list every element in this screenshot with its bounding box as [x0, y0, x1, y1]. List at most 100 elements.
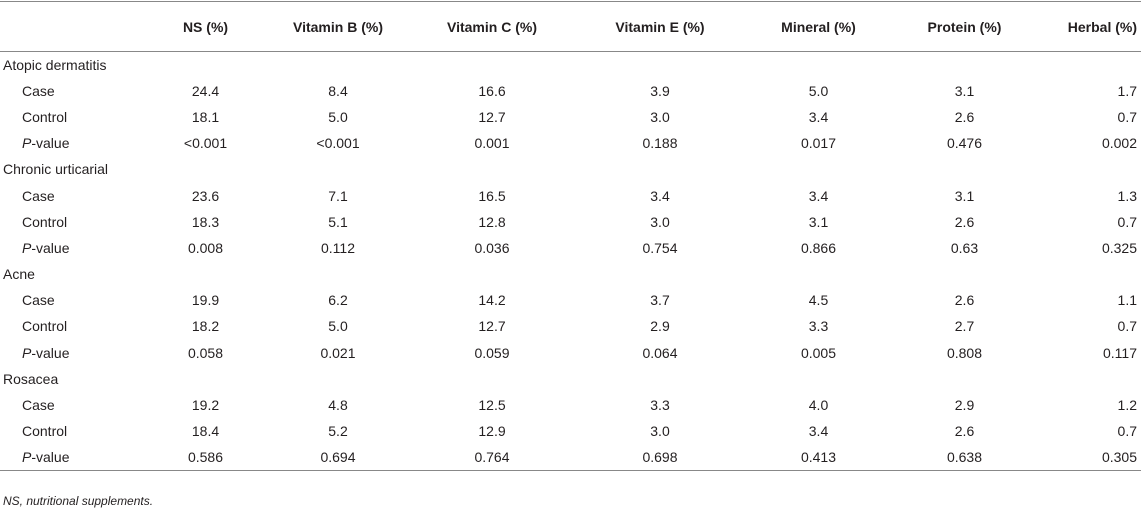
table-cell: 1.3 [1117, 187, 1137, 204]
row-label: Control [22, 318, 68, 335]
header-cell: NS (%) [143, 1, 268, 52]
header-cell: Vitamin C (%) [408, 1, 576, 52]
table-cell: 18.4 [191, 423, 220, 440]
table-cell: 8.4 [328, 82, 348, 99]
table-cell: 6.2 [328, 292, 348, 309]
table-cell: 3.1 [954, 82, 975, 99]
table-cell: 1.7 [1117, 82, 1137, 99]
table-cell: 18.3 [191, 213, 220, 230]
table-cell: 3.0 [650, 213, 670, 230]
row-label: Case [22, 82, 55, 99]
table-cell: 24.4 [191, 82, 220, 99]
table-cell: 0.694 [268, 444, 408, 472]
table-cell: 2.6 [954, 108, 975, 125]
table-row: Case 23.6 7.1 16.5 3.4 3.4 3.1 1.3 [0, 182, 1141, 208]
table-cell: <0.001 [183, 135, 228, 152]
table-cell: 18.1 [191, 108, 220, 125]
table-row: P-value <0.001 <0.001 0.001 0.188 0.017 0.476 0… [0, 130, 1141, 156]
table-cell: 4.5 [808, 292, 829, 309]
row-label-italic: P [22, 344, 32, 361]
table-cell: 0.064 [642, 344, 678, 361]
table-cell: 5.0 [808, 82, 829, 99]
table-cell: 3.0 [650, 423, 670, 440]
table-cell: 3.1 [808, 213, 829, 230]
row-label-rest: -value [31, 449, 70, 466]
table-cell: 0.754 [642, 239, 678, 256]
row-label-rest: -value [31, 344, 70, 361]
table-cell: 3.3 [808, 318, 829, 335]
table-cell: 19.2 [191, 397, 220, 414]
table-cell: 0.866 [800, 239, 837, 256]
table-cell: 3.9 [650, 82, 670, 99]
group-label: Atopic dermatitis [3, 56, 107, 73]
row-label: P-value [0, 235, 143, 261]
header-cell: Mineral (%) [744, 1, 893, 52]
table-cell: 1.1 [1117, 292, 1137, 309]
row-label: Case [22, 187, 55, 204]
header-cell: Herbal (%) [1036, 1, 1141, 52]
table-cell: 0.808 [946, 344, 983, 361]
table-cell: 0.63 [950, 239, 979, 256]
row-label: Control [22, 423, 68, 440]
table-cell: 2.9 [954, 397, 975, 414]
table-cell: 0.586 [143, 444, 268, 472]
table-cell: 16.6 [478, 82, 506, 99]
table-cell: 3.0 [650, 108, 670, 125]
row-label: Case [22, 292, 55, 309]
row-label-italic: P [22, 135, 32, 152]
table-cell: 0.7 [1117, 108, 1137, 125]
header-cell: Protein (%) [893, 1, 1036, 52]
table-body: Atopic dermatitis Case 24.4 8.4 16.6 3.9 5.0 3.… [0, 52, 1141, 472]
header-cell [0, 1, 143, 52]
group-label: Chronic urticarial [3, 161, 109, 178]
table-cell: 0.764 [408, 444, 576, 472]
table-cell: 0.7 [1117, 213, 1137, 230]
table-cell: 0.325 [1101, 239, 1137, 256]
group-row: Acne [0, 261, 1141, 287]
table-row: P-value 0.058 0.021 0.059 0.064 0.005 0.808 0.1… [0, 340, 1141, 366]
table-cell: 2.6 [954, 423, 975, 440]
table-cell: 0.059 [474, 344, 510, 361]
row-label-italic: P [22, 449, 32, 466]
row-label: Control [22, 213, 68, 230]
table-cell: 3.4 [650, 187, 670, 204]
table-cell: 19.9 [191, 292, 220, 309]
row-label: Control [22, 108, 68, 125]
table-cell: 0.005 [800, 344, 837, 361]
group-label: Rosacea [3, 370, 59, 387]
table-cell: <0.001 [316, 135, 360, 152]
header-cell: Vitamin E (%) [576, 1, 744, 52]
table-row: P-value 0.586 0.694 0.764 0.698 0.413 0.638 0.3… [0, 444, 1141, 472]
table-row: Case 19.9 6.2 14.2 3.7 4.5 2.6 1.1 [0, 287, 1141, 313]
row-label: P-value [0, 340, 143, 366]
table-footnote: NS, nutritional supplements. [3, 494, 154, 508]
table-cell: 0.002 [1101, 135, 1137, 152]
table-cell: 12.8 [478, 213, 506, 230]
table-row: Case 19.2 4.8 12.5 3.3 4.0 2.9 1.2 [0, 392, 1141, 418]
table-cell: 12.9 [478, 423, 506, 440]
table-cell: 3.4 [808, 423, 829, 440]
table-cell: 2.9 [650, 318, 670, 335]
table-cell: 3.4 [808, 187, 829, 204]
table-cell: 7.1 [328, 187, 348, 204]
table-cell: 1.2 [1117, 397, 1137, 414]
table-cell: 0.7 [1117, 318, 1137, 335]
table-cell: 5.2 [328, 423, 348, 440]
table-row: Control 18.2 5.0 12.7 2.9 3.3 2.7 0.7 [0, 313, 1141, 339]
table-cell: 0.188 [642, 135, 678, 152]
table-cell: 5.0 [328, 108, 348, 125]
header-cell: Vitamin B (%) [268, 1, 408, 52]
table-row: Case 24.4 8.4 16.6 3.9 5.0 3.1 1.7 [0, 78, 1141, 104]
row-label: Case [22, 397, 55, 414]
table-cell: 2.7 [954, 318, 975, 335]
group-row: Rosacea [0, 366, 1141, 392]
group-label: Acne [3, 266, 35, 283]
table-cell: 0.058 [187, 344, 224, 361]
group-row: Atopic dermatitis [0, 52, 1141, 78]
table-cell: 3.4 [808, 108, 829, 125]
table-row: Control 18.3 5.1 12.8 3.0 3.1 2.6 0.7 [0, 209, 1141, 235]
table-cell: 0.117 [1103, 344, 1137, 361]
table-cell: 2.6 [954, 213, 975, 230]
table-cell: 0.638 [893, 444, 1036, 472]
